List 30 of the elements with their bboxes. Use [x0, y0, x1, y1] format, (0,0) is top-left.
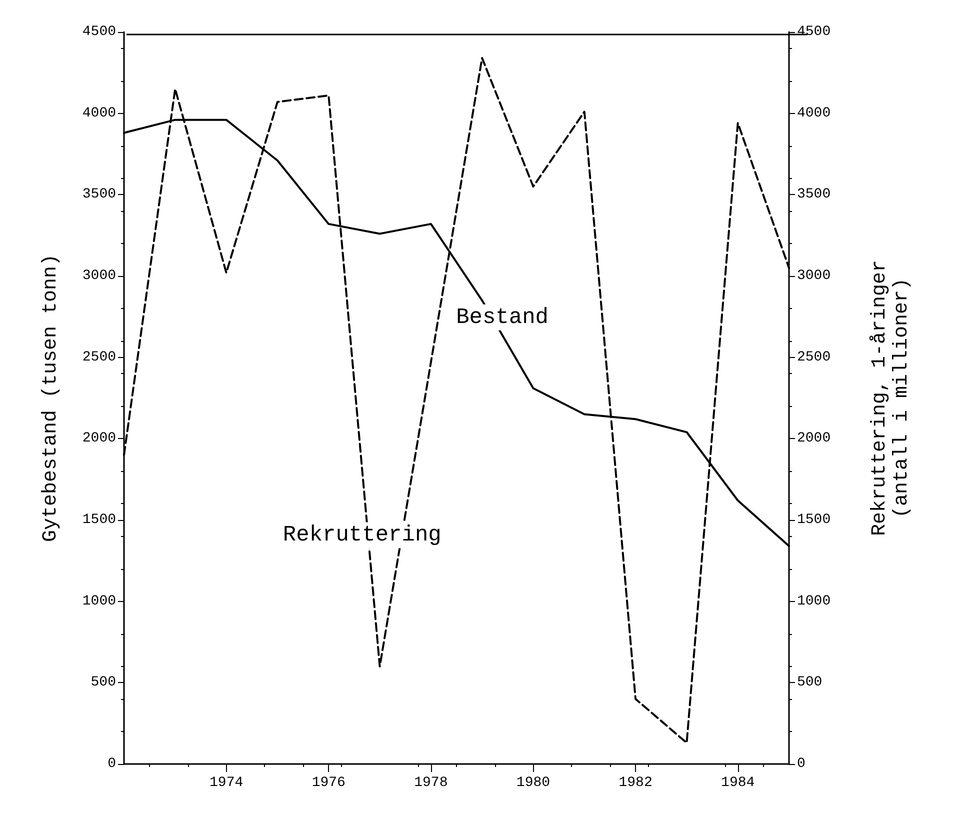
x-tick-label: 1980: [516, 775, 550, 791]
series-label: Bestand: [456, 304, 548, 330]
y2-tick-label: 2000: [797, 430, 831, 447]
y-tick-label: 3500: [82, 186, 116, 203]
y-tick-label: 0: [108, 756, 116, 772]
y-tick-label: 4500: [82, 24, 116, 40]
y2-tick-label: 4500: [797, 24, 831, 40]
x-tick-label: 1976: [312, 775, 346, 791]
y2-tick-label: 4000: [797, 105, 831, 122]
y2-tick-label: 1500: [797, 512, 831, 528]
x-tick-label: 1978: [414, 775, 448, 791]
y2-tick-label: 1000: [797, 593, 831, 610]
y-axis-title: Gytebestand (tusen tonn): [40, 254, 62, 542]
series-label: Rekruttering: [282, 522, 442, 548]
x-tick-label: 1974: [210, 775, 244, 791]
y2-tick-label: 500: [797, 674, 822, 691]
y-tick-label: 500: [90, 674, 116, 691]
y-tick-label: 4000: [82, 105, 116, 122]
y-tick-label: 3000: [82, 268, 116, 284]
y2-tick-label: 0: [797, 756, 806, 772]
y-tick-label: 2500: [82, 349, 116, 366]
y-tick-label: 1500: [82, 512, 116, 528]
y2-tick-label: 3000: [797, 268, 831, 284]
y2-tick-label: 2500: [797, 349, 831, 366]
y2-axis-title: Rekruttering, 1-åringer (antall i millioner): [868, 260, 914, 536]
x-tick-label: 1982: [618, 775, 652, 791]
y-tick-label: 1000: [82, 593, 116, 610]
y-tick-label: 2000: [82, 430, 116, 447]
x-tick-label: 1984: [721, 775, 755, 791]
y2-tick-label: 3500: [797, 186, 831, 203]
